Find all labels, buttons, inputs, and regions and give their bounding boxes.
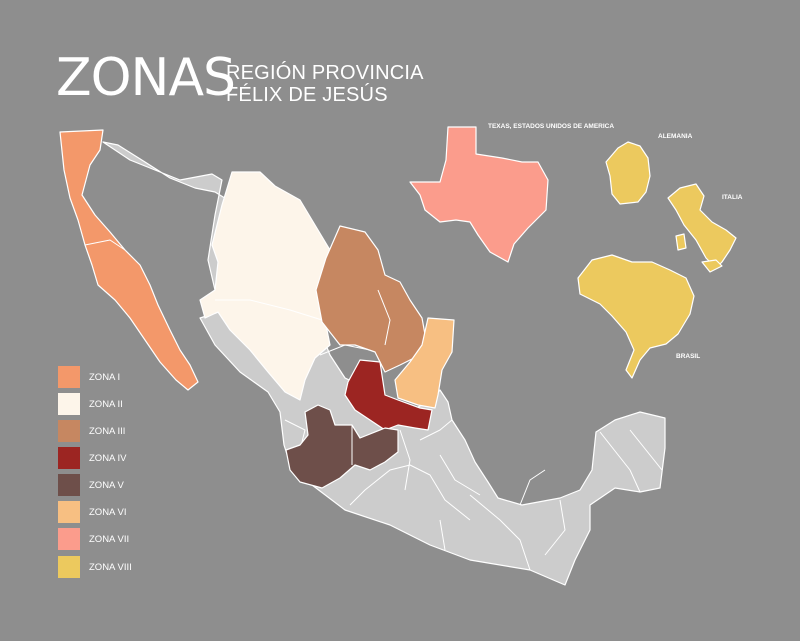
zona-viii-brasil: [577, 254, 695, 379]
legend-label: ZONA I: [89, 371, 121, 383]
zona-iv-region: [344, 359, 433, 431]
legend-swatch: [58, 447, 80, 469]
legend-label: ZONA VI: [89, 506, 127, 518]
legend-swatch: [58, 420, 80, 442]
zona-vii-texas: [409, 126, 549, 263]
zona-iii-region: [315, 225, 427, 373]
legend-swatch: [58, 366, 80, 388]
zona-viii-italia: [667, 183, 737, 269]
legend-label: ZONA III: [89, 425, 126, 437]
zona-v-region: [285, 404, 399, 489]
page-title: ZONAS: [56, 48, 236, 108]
legend-swatch: [58, 556, 80, 578]
legend-item-zona-viii: ZONA VIII: [58, 556, 132, 578]
legend-label: ZONA V: [89, 479, 124, 491]
legend-item-zona-ii: ZONA II: [58, 393, 123, 415]
label-alemania: ALEMANIA: [658, 133, 693, 140]
zona-viii-sicilia: [701, 259, 723, 273]
legend-swatch: [58, 474, 80, 496]
label-texas: TEXAS, ESTADOS UNIDOS DE AMERICA: [488, 123, 615, 130]
zona-i-region: [59, 129, 199, 391]
legend-label: ZONA II: [89, 398, 123, 410]
legend-item-zona-iv: ZONA IV: [58, 447, 126, 469]
subtitle-line-2: FÉLIX DE JESÚS: [226, 84, 388, 106]
legend-swatch: [58, 393, 80, 415]
zona-ii-region: [199, 171, 331, 401]
legend-item-zona-vii: ZONA VII: [58, 528, 129, 550]
legend-item-zona-i: ZONA I: [58, 366, 120, 388]
subtitle-line-1: REGIÓN PROVINCIA: [226, 62, 424, 84]
zona-viii-alemania: [605, 141, 651, 205]
legend-label: ZONA VII: [89, 533, 130, 545]
legend-label: ZONA VIII: [89, 561, 132, 573]
label-brasil: BRASIL: [676, 353, 701, 360]
legend-item-zona-v: ZONA V: [58, 474, 124, 496]
label-italia: ITALIA: [722, 194, 743, 201]
zona-viii-cerdena: [675, 233, 687, 251]
legend-item-zona-vi: ZONA VI: [58, 501, 126, 523]
legend-label: ZONA IV: [89, 452, 127, 464]
legend-swatch: [58, 501, 80, 523]
legend-item-zona-iii: ZONA III: [58, 420, 125, 442]
zona-vi-region: [394, 317, 455, 409]
legend-swatch: [58, 528, 80, 550]
